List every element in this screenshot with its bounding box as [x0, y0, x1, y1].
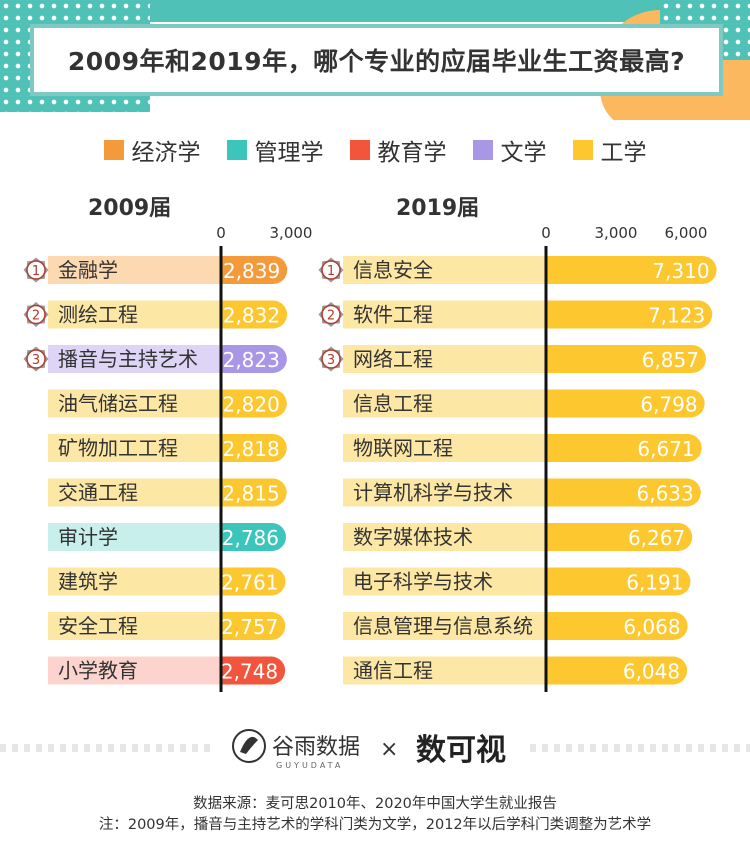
category-label: 信息管理与信息系统 — [353, 614, 533, 638]
category-label: 交通工程 — [58, 481, 138, 505]
panel-2009届: 0 3,000 金融学 2,839 1 测绘工程 2,832 2 播音与主持艺术 2,823 3 油气… — [24, 224, 313, 692]
category-label: 矿物加工工程 — [58, 436, 178, 460]
medal-rank: 2 — [32, 309, 40, 324]
value-label: 6,068 — [623, 615, 680, 639]
category-label: 播音与主持艺术 — [58, 347, 198, 371]
medal-icon: 2 — [24, 302, 49, 327]
category-label: 建筑学 — [58, 570, 118, 594]
bar-base — [546, 390, 574, 418]
value-label: 2,757 — [221, 615, 278, 639]
category-label: 物联网工程 — [353, 436, 453, 460]
value-label: 2,786 — [222, 526, 279, 550]
bar-base — [546, 568, 574, 596]
value-label: 2,815 — [222, 482, 279, 506]
category-label: 信息安全 — [353, 258, 433, 282]
bar-base — [546, 256, 574, 284]
brand-shukeshi: 数可视 — [416, 733, 506, 768]
footer-note: 注：2009年，播音与主持艺术的学科门类为文学，2012年以后学科门类调整为艺术… — [0, 815, 750, 836]
logos-row: 谷雨数据 GUYUDATA × 数可视 — [0, 718, 750, 778]
value-label: 2,748 — [221, 660, 278, 684]
category-label: 小学教育 — [58, 659, 138, 683]
value-label: 6,633 — [637, 482, 694, 506]
footer: 数据来源：麦可思2010年、2020年中国大学生就业报告 注：2009年，播音与… — [0, 794, 750, 836]
tick-label: 0 — [216, 224, 226, 242]
guyu-logo-icon — [233, 730, 265, 762]
bar-base — [546, 657, 574, 685]
category-label: 电子科学与技术 — [353, 570, 493, 594]
category-label: 信息工程 — [353, 392, 433, 416]
category-label: 计算机科学与技术 — [353, 481, 513, 505]
medal-rank: 3 — [32, 353, 40, 368]
value-label: 2,839 — [223, 259, 280, 283]
value-label: 7,310 — [652, 259, 709, 283]
bar-base — [546, 345, 574, 373]
brand-guyu: 谷雨数据 — [272, 735, 360, 760]
category-label: 通信工程 — [353, 659, 433, 683]
medal-rank: 1 — [32, 264, 40, 279]
value-label: 2,761 — [221, 571, 278, 595]
medal-rank: 1 — [327, 264, 335, 279]
tick-label: 6,000 — [665, 224, 708, 242]
medal-icon: 3 — [319, 347, 344, 372]
logos-svg: 谷雨数据 GUYUDATA × 数可视 — [0, 718, 750, 778]
category-label: 金融学 — [58, 258, 118, 282]
medal-rank: 3 — [327, 353, 335, 368]
value-label: 6,048 — [623, 660, 680, 684]
medal-icon: 2 — [319, 302, 344, 327]
value-label: 6,857 — [642, 348, 699, 372]
value-label: 6,798 — [640, 393, 697, 417]
value-label: 2,823 — [223, 348, 280, 372]
panel-2019届: 0 3,000 6,000 信息安全 7,310 1 软件工程 7,123 2 网络工程 6,857… — [319, 224, 717, 692]
medal-icon: 1 — [319, 258, 344, 283]
category-label: 数字媒体技术 — [353, 525, 473, 549]
tick-label: 0 — [541, 224, 551, 242]
bar-base — [546, 612, 574, 640]
bar-base — [546, 523, 574, 551]
bar-base — [546, 434, 574, 462]
category-label: 油气储运工程 — [58, 392, 178, 416]
times-sign: × — [380, 737, 398, 762]
bar-base — [546, 479, 574, 507]
bar-chart: 0 3,000 金融学 2,839 1 测绘工程 2,832 2 播音与主持艺术 2,823 3 油气… — [0, 0, 750, 700]
value-label: 7,123 — [648, 304, 705, 328]
brand-guyu-sub: GUYUDATA — [276, 761, 343, 770]
tick-label: 3,000 — [270, 224, 313, 242]
value-label: 6,267 — [628, 526, 685, 550]
value-label: 2,832 — [223, 304, 280, 328]
value-label: 6,671 — [637, 437, 694, 461]
medal-icon: 1 — [24, 258, 49, 283]
medal-icon: 3 — [24, 347, 49, 372]
category-label: 测绘工程 — [58, 303, 138, 327]
value-label: 2,820 — [223, 393, 280, 417]
value-label: 2,818 — [222, 437, 279, 461]
category-label: 网络工程 — [353, 347, 433, 371]
tick-label: 3,000 — [595, 224, 638, 242]
category-label: 审计学 — [58, 525, 118, 549]
category-label: 安全工程 — [58, 614, 138, 638]
category-label: 软件工程 — [353, 303, 433, 327]
bar-base — [546, 301, 574, 329]
value-label: 6,191 — [626, 571, 683, 595]
medal-rank: 2 — [327, 309, 335, 324]
footer-source: 数据来源：麦可思2010年、2020年中国大学生就业报告 — [0, 794, 750, 815]
